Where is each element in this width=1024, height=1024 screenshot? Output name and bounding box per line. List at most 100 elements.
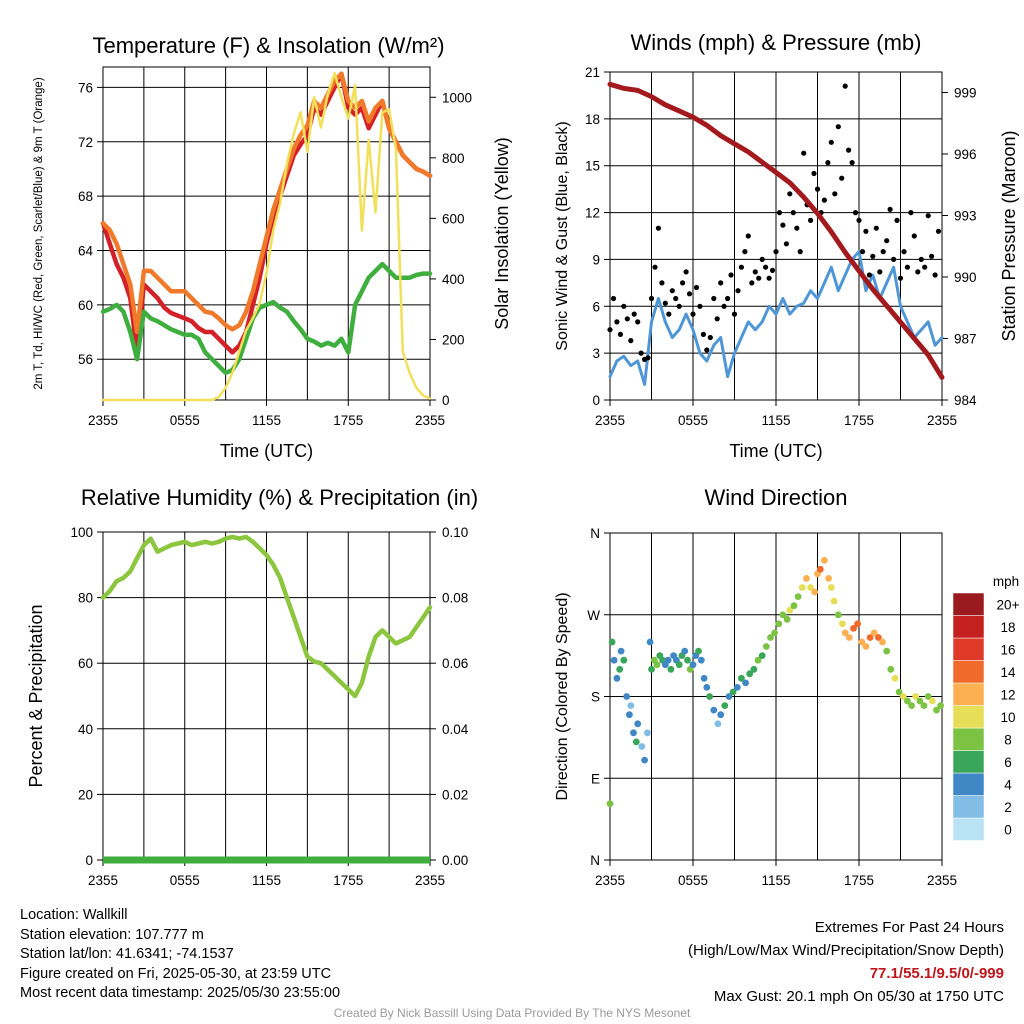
wind-gust-point xyxy=(728,272,734,278)
wind-gust-point xyxy=(742,249,748,255)
wind-gust-point xyxy=(662,300,668,306)
wind-gust-point xyxy=(918,256,924,262)
wdir-direction-point xyxy=(613,674,621,682)
wdir-legend-swatch xyxy=(952,682,985,706)
wdir-legend-swatch xyxy=(952,615,985,639)
wdir-direction-point xyxy=(803,575,810,582)
wdir-direction-point xyxy=(746,670,754,678)
wind-gust-point xyxy=(676,303,682,309)
wdir-ylabel: Direction (Colored By Speed) xyxy=(554,592,571,800)
wind-gust-point xyxy=(686,291,693,297)
wdir-direction-point xyxy=(750,665,758,673)
wdir-direction-point xyxy=(775,620,783,628)
wind-gust-point xyxy=(759,256,765,262)
credit-line: Created By Nick Bassill Using Data Provi… xyxy=(333,1006,691,1020)
wind-gust-point xyxy=(866,272,873,278)
wdir-direction-point xyxy=(875,634,882,641)
wind-gust-point xyxy=(752,269,758,275)
wdir-direction-point xyxy=(616,665,624,673)
wdir-direction-point xyxy=(742,679,749,687)
wdir-direction-point xyxy=(850,625,857,632)
rh-ytick-label-right: 0.08 xyxy=(442,591,468,606)
rh-ytick-label-right: 0.06 xyxy=(442,656,468,671)
wind-gust-point xyxy=(766,275,772,281)
wdir-direction-point xyxy=(706,693,713,700)
station-location: Location: Wallkill xyxy=(20,907,128,923)
wdir-direction-point xyxy=(916,697,924,705)
wdir-direction-point xyxy=(771,629,778,637)
recent-timestamp: Most recent data timestamp: 2025/05/30 2… xyxy=(20,985,341,1001)
wind-gust-point xyxy=(621,303,627,309)
wind-ylabel-left: Sonic Wind & Gust (Blue, Black) xyxy=(554,121,571,350)
wdir-legend-swatch xyxy=(952,817,985,841)
extremes-subtitle: (High/Low/Max Wind/Precipitation/Snow De… xyxy=(688,942,1004,959)
wdir-direction-point xyxy=(841,629,849,637)
wind-gust-point xyxy=(721,303,727,309)
temp-xtick-label: 0555 xyxy=(170,413,200,428)
wind-gust-point xyxy=(631,311,637,317)
temp-xtick-label: 1155 xyxy=(252,413,281,428)
rh-ytick-label-right: 0.02 xyxy=(442,787,468,802)
temp-ylabel-left: 2m T, Td, HI/WC (Red, Green, Scarlet/Blu… xyxy=(33,77,45,389)
wdir-direction-point xyxy=(675,661,683,669)
wdir-direction-point xyxy=(928,697,936,705)
wdir-direction-point xyxy=(627,702,635,709)
wind-gust-point xyxy=(794,225,800,231)
wdir-legend-swatch xyxy=(952,637,985,661)
temp-ytick-label-right: 200 xyxy=(442,332,465,347)
temp-ytick-label-left: 60 xyxy=(78,298,93,313)
station-latlon: Station lat/lon: 41.6341; -74.1537 xyxy=(20,946,234,962)
rh-ytick-label-left: 100 xyxy=(70,525,93,540)
wdir-legend-label: 0 xyxy=(1004,822,1012,837)
temp-ytick-label-left: 64 xyxy=(78,243,94,258)
rh-xtick-label: 2355 xyxy=(88,873,118,888)
wind-xtick-label: 2355 xyxy=(595,413,625,428)
wind-title: Winds (mph) & Pressure (mb) xyxy=(631,30,922,55)
wdir-ytick-label: N xyxy=(590,526,600,541)
wdir-direction-point xyxy=(811,588,819,596)
wind-gust-point xyxy=(700,331,707,337)
wdir-direction-point xyxy=(845,634,853,641)
wind-gust-point xyxy=(877,269,883,275)
wind-gust-point xyxy=(915,269,921,275)
wind-ytick-label-right: 999 xyxy=(954,86,977,101)
wind-ylabel-right: Station Pressure (Maroon) xyxy=(999,130,1019,341)
wdir-direction-point xyxy=(816,565,824,573)
wdir-xtick-label: 1155 xyxy=(761,873,790,888)
wdir-direction-point xyxy=(783,615,791,623)
wind-gust-point xyxy=(904,264,911,270)
wind-ytick-label-left: 21 xyxy=(585,65,600,80)
wind-gust-point xyxy=(769,267,776,273)
wdir-legend-label: 12 xyxy=(1000,687,1015,702)
wind-gust-point xyxy=(693,284,700,291)
wind-ytick-label-left: 15 xyxy=(585,159,600,174)
temp-ytick-label-right: 400 xyxy=(442,272,465,287)
wind-ytick-label-right: 987 xyxy=(954,332,977,347)
wdir-direction-point xyxy=(807,584,814,591)
wdir-direction-point xyxy=(895,688,903,696)
rh-xtick-label: 0555 xyxy=(170,873,200,888)
extremes-title: Extremes For Past 24 Hours xyxy=(814,919,1004,936)
temp-ytick-label-left: 68 xyxy=(78,189,93,204)
wind-gust-point xyxy=(935,228,942,234)
wind-gust-point xyxy=(894,217,900,223)
wdir-direction-point xyxy=(924,693,932,700)
wind-gust-point xyxy=(704,347,710,353)
wdir-direction-point xyxy=(908,702,915,709)
wind-gust-point xyxy=(835,124,841,130)
wind-gust-point xyxy=(856,217,862,223)
wdir-direction-point xyxy=(714,720,722,728)
wdir-direction-point xyxy=(762,643,770,650)
extremes-values: 77.1/55.1/9.5/0/-999 xyxy=(869,965,1004,982)
wind-gust-point xyxy=(814,186,821,192)
wind-gust-point xyxy=(887,206,893,212)
wind-gust-point xyxy=(669,288,675,294)
temp-ylabel-right: Solar Insolation (Yellow) xyxy=(492,137,512,329)
wdir-direction-point xyxy=(623,693,630,700)
wdir-ytick-label: S xyxy=(591,690,600,705)
wind-gust-point xyxy=(610,295,617,302)
wdir-title: Wind Direction xyxy=(704,485,847,510)
wdir-direction-point xyxy=(617,647,625,655)
wind-gust-point xyxy=(617,331,624,337)
